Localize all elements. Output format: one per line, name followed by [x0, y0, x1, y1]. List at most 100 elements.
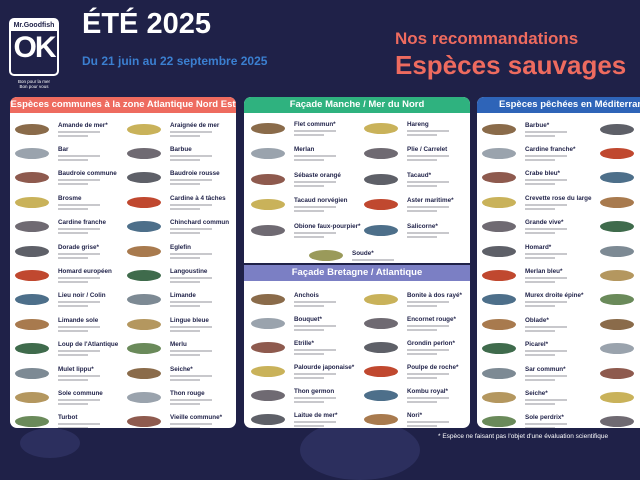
species-detail — [407, 328, 437, 331]
species-item: Chinchard commun — [122, 215, 229, 239]
species-image — [246, 409, 290, 428]
species-text: Cardine franche* — [525, 146, 575, 161]
species-detail — [58, 179, 100, 182]
species-text: Palourde japonaise* — [294, 364, 354, 379]
species-detail — [525, 179, 567, 182]
species-item: Picarel* — [477, 337, 567, 361]
logo-tagline: Bon pour la mer Bon pour vous — [8, 79, 60, 89]
species-text: Merlan bleu* — [525, 268, 567, 283]
panel-manche-mer-du-nord: Façade Manche / Mer du Nord Flet commun*… — [244, 97, 470, 263]
species-name: Grande vive* — [525, 219, 564, 227]
species-name: Homard européen — [58, 267, 112, 275]
species-detail — [58, 398, 100, 401]
species-image — [122, 119, 166, 139]
species-image — [595, 410, 639, 428]
species-detail — [170, 305, 200, 308]
species-image — [595, 117, 639, 141]
species-image — [246, 385, 290, 405]
species-image — [595, 263, 639, 287]
species-item: Encornet rouge* — [359, 311, 456, 335]
species-name: Limande — [170, 292, 196, 300]
species-text: Langoustine — [170, 268, 212, 283]
species-detail — [525, 305, 555, 308]
species-image — [477, 290, 521, 310]
species-detail — [294, 352, 324, 355]
species-image — [359, 195, 403, 215]
species-detail — [407, 376, 437, 379]
species-detail — [525, 354, 555, 357]
species-detail — [294, 133, 324, 136]
species-detail — [525, 423, 567, 426]
species-detail — [170, 252, 212, 255]
species-name: Crevette rose du large — [525, 194, 592, 202]
species-text: Sar commun* — [525, 366, 567, 381]
species-text: Grondin perlon* — [407, 340, 455, 355]
species-item: Aster maritime* — [359, 193, 454, 217]
species-detail — [525, 378, 555, 381]
species-text: Kombu royal* — [407, 388, 449, 403]
species-name: Bonite à dos rayé* — [407, 291, 462, 299]
species-detail — [294, 324, 336, 327]
logo-mark: OK — [13, 31, 57, 64]
footnote: * Espèce ne faisant pas l'objet d'une év… — [438, 433, 609, 440]
species-image — [359, 313, 403, 333]
species-detail — [170, 154, 212, 157]
species-detail — [294, 155, 336, 157]
species-image — [359, 118, 403, 138]
species-text: Seiche* — [170, 366, 212, 381]
species-detail — [294, 300, 336, 303]
species-image — [595, 166, 639, 190]
species-detail — [407, 155, 449, 157]
panel-bretagne-atlantique: Façade Bretagne / Atlantique Anchois Bouq… — [244, 265, 470, 428]
species-image — [122, 265, 166, 285]
species-image — [246, 144, 290, 164]
species-item: Homard européen — [10, 263, 112, 287]
species-name: Sar commun* — [525, 365, 566, 373]
species-image — [477, 363, 521, 383]
species-image — [595, 312, 639, 336]
species-image — [477, 412, 521, 428]
species-item: Palourde japonaise* — [246, 359, 354, 383]
species-item: Cardine franche — [10, 215, 106, 239]
species-item: Baudroie commune — [10, 166, 117, 190]
species-item: Sole commune — [10, 385, 103, 409]
species-text: Plie / Carrelet — [407, 146, 449, 161]
species-text: Grande vive* — [525, 219, 567, 235]
species-detail — [294, 129, 336, 132]
species-image — [246, 289, 290, 309]
species-image — [359, 409, 403, 428]
species-image — [10, 290, 54, 310]
species-text: Sole commune — [58, 390, 103, 405]
species-text: Bar — [58, 146, 100, 161]
species-text: Murex droite épine* — [525, 292, 583, 308]
species-item: Eglefin — [122, 239, 212, 263]
species-item: Kombu royal* — [359, 383, 449, 407]
species-detail — [407, 184, 437, 187]
species-text: Merlan — [294, 146, 336, 161]
species-image — [359, 144, 403, 164]
mr-goodfish-logo: Mr.Goodfish OK — [9, 18, 59, 76]
species-item: Brosme — [10, 190, 100, 214]
recommendations-label: Nos recommandations — [395, 29, 579, 48]
species-image — [10, 265, 54, 285]
species-image — [246, 313, 290, 333]
species-detail — [407, 304, 437, 307]
species-detail — [525, 325, 567, 328]
species-detail — [294, 348, 336, 351]
species-name: Thon rouge — [170, 389, 205, 397]
species-image — [10, 143, 54, 163]
species-name: Encornet rouge* — [407, 315, 456, 323]
species-text: Vieille commune* — [170, 414, 222, 428]
species-item: Etrille* — [246, 335, 336, 359]
species-text: Aster maritime* — [407, 197, 454, 212]
species-text: Limande sole — [58, 317, 100, 332]
species-image — [122, 387, 166, 407]
species-detail — [58, 256, 88, 259]
species-detail — [294, 235, 324, 238]
species-text: Soude* — [352, 250, 394, 261]
species-image — [246, 118, 290, 138]
species-image — [477, 339, 521, 359]
species-item: Dorade grise* — [10, 239, 100, 263]
species-detail — [294, 210, 324, 212]
species-name: Amande de mer* — [58, 121, 108, 129]
